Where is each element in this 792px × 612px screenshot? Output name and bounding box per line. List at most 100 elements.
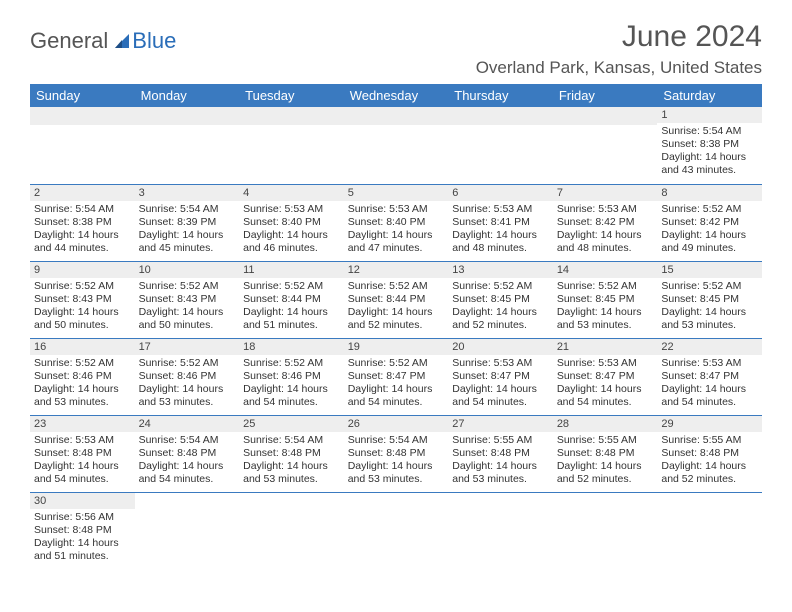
day-cell: 13Sunrise: 5:52 AMSunset: 8:45 PMDayligh… — [448, 261, 553, 338]
day-info: Sunrise: 5:52 AMSunset: 8:43 PMDaylight:… — [135, 278, 240, 337]
day-cell: 5Sunrise: 5:53 AMSunset: 8:40 PMDaylight… — [344, 184, 449, 261]
empty-cell — [553, 107, 658, 184]
day-number: 21 — [553, 339, 658, 355]
day-cell: 10Sunrise: 5:52 AMSunset: 8:43 PMDayligh… — [135, 261, 240, 338]
page-title: June 2024 — [622, 20, 762, 54]
day-info: Sunrise: 5:55 AMSunset: 8:48 PMDaylight:… — [553, 432, 658, 491]
day-cell: 12Sunrise: 5:52 AMSunset: 8:44 PMDayligh… — [344, 261, 449, 338]
day-number: 15 — [657, 262, 762, 278]
day-number: 22 — [657, 339, 762, 355]
day-number: 1 — [657, 107, 762, 123]
day-info: Sunrise: 5:53 AMSunset: 8:48 PMDaylight:… — [30, 432, 135, 491]
weekday-header-row: Sunday Monday Tuesday Wednesday Thursday… — [30, 84, 762, 107]
day-cell: 24Sunrise: 5:54 AMSunset: 8:48 PMDayligh… — [135, 415, 240, 492]
day-info: Sunrise: 5:54 AMSunset: 8:38 PMDaylight:… — [657, 123, 762, 182]
calendar-row: 9Sunrise: 5:52 AMSunset: 8:43 PMDaylight… — [30, 261, 762, 338]
day-cell: 11Sunrise: 5:52 AMSunset: 8:44 PMDayligh… — [239, 261, 344, 338]
day-number: 8 — [657, 185, 762, 201]
day-number: 28 — [553, 416, 658, 432]
brand-word1: General — [30, 28, 108, 54]
day-number: 23 — [30, 416, 135, 432]
day-info: Sunrise: 5:54 AMSunset: 8:48 PMDaylight:… — [344, 432, 449, 491]
day-cell: 15Sunrise: 5:52 AMSunset: 8:45 PMDayligh… — [657, 261, 762, 338]
day-info: Sunrise: 5:54 AMSunset: 8:38 PMDaylight:… — [30, 201, 135, 260]
empty-cell — [239, 492, 344, 569]
day-info: Sunrise: 5:54 AMSunset: 8:39 PMDaylight:… — [135, 201, 240, 260]
day-number: 16 — [30, 339, 135, 355]
day-cell: 1Sunrise: 5:54 AMSunset: 8:38 PMDaylight… — [657, 107, 762, 184]
weekday-header: Sunday — [30, 84, 135, 107]
day-number: 11 — [239, 262, 344, 278]
day-info: Sunrise: 5:53 AMSunset: 8:40 PMDaylight:… — [344, 201, 449, 260]
day-info: Sunrise: 5:54 AMSunset: 8:48 PMDaylight:… — [135, 432, 240, 491]
day-number: 9 — [30, 262, 135, 278]
day-cell: 25Sunrise: 5:54 AMSunset: 8:48 PMDayligh… — [239, 415, 344, 492]
day-cell: 9Sunrise: 5:52 AMSunset: 8:43 PMDaylight… — [30, 261, 135, 338]
empty-cell — [135, 492, 240, 569]
day-info: Sunrise: 5:53 AMSunset: 8:42 PMDaylight:… — [553, 201, 658, 260]
day-cell: 29Sunrise: 5:55 AMSunset: 8:48 PMDayligh… — [657, 415, 762, 492]
day-info: Sunrise: 5:55 AMSunset: 8:48 PMDaylight:… — [448, 432, 553, 491]
day-cell: 17Sunrise: 5:52 AMSunset: 8:46 PMDayligh… — [135, 338, 240, 415]
weekday-header: Thursday — [448, 84, 553, 107]
day-cell: 19Sunrise: 5:52 AMSunset: 8:47 PMDayligh… — [344, 338, 449, 415]
day-number: 24 — [135, 416, 240, 432]
weekday-header: Wednesday — [344, 84, 449, 107]
weekday-header: Tuesday — [239, 84, 344, 107]
day-info: Sunrise: 5:53 AMSunset: 8:47 PMDaylight:… — [448, 355, 553, 414]
brand-word2: Blue — [132, 28, 176, 54]
day-cell: 4Sunrise: 5:53 AMSunset: 8:40 PMDaylight… — [239, 184, 344, 261]
empty-cell — [448, 492, 553, 569]
day-cell: 14Sunrise: 5:52 AMSunset: 8:45 PMDayligh… — [553, 261, 658, 338]
day-info: Sunrise: 5:52 AMSunset: 8:44 PMDaylight:… — [239, 278, 344, 337]
empty-daynum — [30, 107, 135, 125]
day-number: 12 — [344, 262, 449, 278]
empty-daynum — [344, 107, 449, 125]
brand-logo: General Blue — [30, 20, 176, 54]
day-number: 27 — [448, 416, 553, 432]
empty-daynum — [239, 107, 344, 125]
day-number: 4 — [239, 185, 344, 201]
day-number: 20 — [448, 339, 553, 355]
weekday-header: Saturday — [657, 84, 762, 107]
header-row: General Blue June 2024 — [30, 20, 762, 54]
day-number: 30 — [30, 493, 135, 509]
day-info: Sunrise: 5:53 AMSunset: 8:47 PMDaylight:… — [553, 355, 658, 414]
day-info: Sunrise: 5:52 AMSunset: 8:45 PMDaylight:… — [553, 278, 658, 337]
day-cell: 21Sunrise: 5:53 AMSunset: 8:47 PMDayligh… — [553, 338, 658, 415]
day-number: 5 — [344, 185, 449, 201]
weekday-header: Monday — [135, 84, 240, 107]
day-info: Sunrise: 5:52 AMSunset: 8:45 PMDaylight:… — [448, 278, 553, 337]
day-info: Sunrise: 5:52 AMSunset: 8:47 PMDaylight:… — [344, 355, 449, 414]
day-info: Sunrise: 5:52 AMSunset: 8:44 PMDaylight:… — [344, 278, 449, 337]
day-info: Sunrise: 5:56 AMSunset: 8:48 PMDaylight:… — [30, 509, 135, 568]
day-number: 13 — [448, 262, 553, 278]
day-number: 2 — [30, 185, 135, 201]
day-info: Sunrise: 5:52 AMSunset: 8:46 PMDaylight:… — [135, 355, 240, 414]
day-cell: 16Sunrise: 5:52 AMSunset: 8:46 PMDayligh… — [30, 338, 135, 415]
empty-cell — [448, 107, 553, 184]
empty-cell — [239, 107, 344, 184]
day-cell: 20Sunrise: 5:53 AMSunset: 8:47 PMDayligh… — [448, 338, 553, 415]
empty-daynum — [553, 107, 658, 125]
day-info: Sunrise: 5:52 AMSunset: 8:45 PMDaylight:… — [657, 278, 762, 337]
empty-cell — [553, 492, 658, 569]
weekday-header: Friday — [553, 84, 658, 107]
day-cell: 18Sunrise: 5:52 AMSunset: 8:46 PMDayligh… — [239, 338, 344, 415]
calendar-row: 30Sunrise: 5:56 AMSunset: 8:48 PMDayligh… — [30, 492, 762, 569]
day-info: Sunrise: 5:52 AMSunset: 8:46 PMDaylight:… — [30, 355, 135, 414]
day-cell: 28Sunrise: 5:55 AMSunset: 8:48 PMDayligh… — [553, 415, 658, 492]
day-number: 25 — [239, 416, 344, 432]
day-cell: 30Sunrise: 5:56 AMSunset: 8:48 PMDayligh… — [30, 492, 135, 569]
calendar-page: General Blue June 2024 Overland Park, Ka… — [0, 0, 792, 589]
day-number: 18 — [239, 339, 344, 355]
calendar-row: 1Sunrise: 5:54 AMSunset: 8:38 PMDaylight… — [30, 107, 762, 184]
empty-daynum — [135, 107, 240, 125]
empty-cell — [344, 492, 449, 569]
day-number: 26 — [344, 416, 449, 432]
day-info: Sunrise: 5:52 AMSunset: 8:43 PMDaylight:… — [30, 278, 135, 337]
day-cell: 8Sunrise: 5:52 AMSunset: 8:42 PMDaylight… — [657, 184, 762, 261]
sail-icon — [112, 31, 132, 51]
day-info: Sunrise: 5:54 AMSunset: 8:48 PMDaylight:… — [239, 432, 344, 491]
day-info: Sunrise: 5:53 AMSunset: 8:47 PMDaylight:… — [657, 355, 762, 414]
